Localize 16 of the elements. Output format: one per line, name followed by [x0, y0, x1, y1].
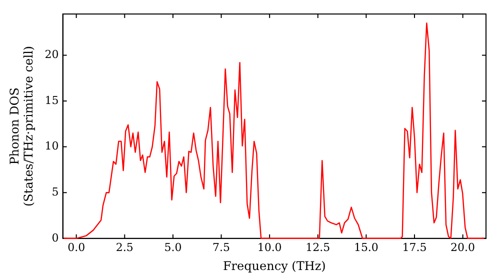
y-tick-label: 10 [44, 140, 59, 153]
x-tick-label: 5.0 [164, 240, 182, 254]
y-axis-title: Phonon DOS (States/THz·primitive cell) [7, 46, 36, 207]
x-tick-label: 2.5 [116, 240, 134, 254]
x-tick-label: 15.0 [354, 240, 378, 254]
x-tick-label: 17.5 [402, 240, 427, 254]
x-tick-label: 12.5 [306, 240, 330, 254]
x-axis-title: Frequency (THz) [222, 258, 326, 273]
y-tick-label: 5 [52, 185, 59, 198]
x-tick-label: 10.0 [257, 240, 282, 254]
y-tick-label: 0 [52, 231, 59, 244]
y-tick-label: 15 [44, 94, 59, 107]
y-tick-label: 20 [44, 48, 59, 62]
x-tick-label: 7.5 [212, 240, 230, 254]
x-tick-label: 0.0 [68, 240, 86, 254]
x-tick-label: 20.0 [450, 240, 476, 254]
